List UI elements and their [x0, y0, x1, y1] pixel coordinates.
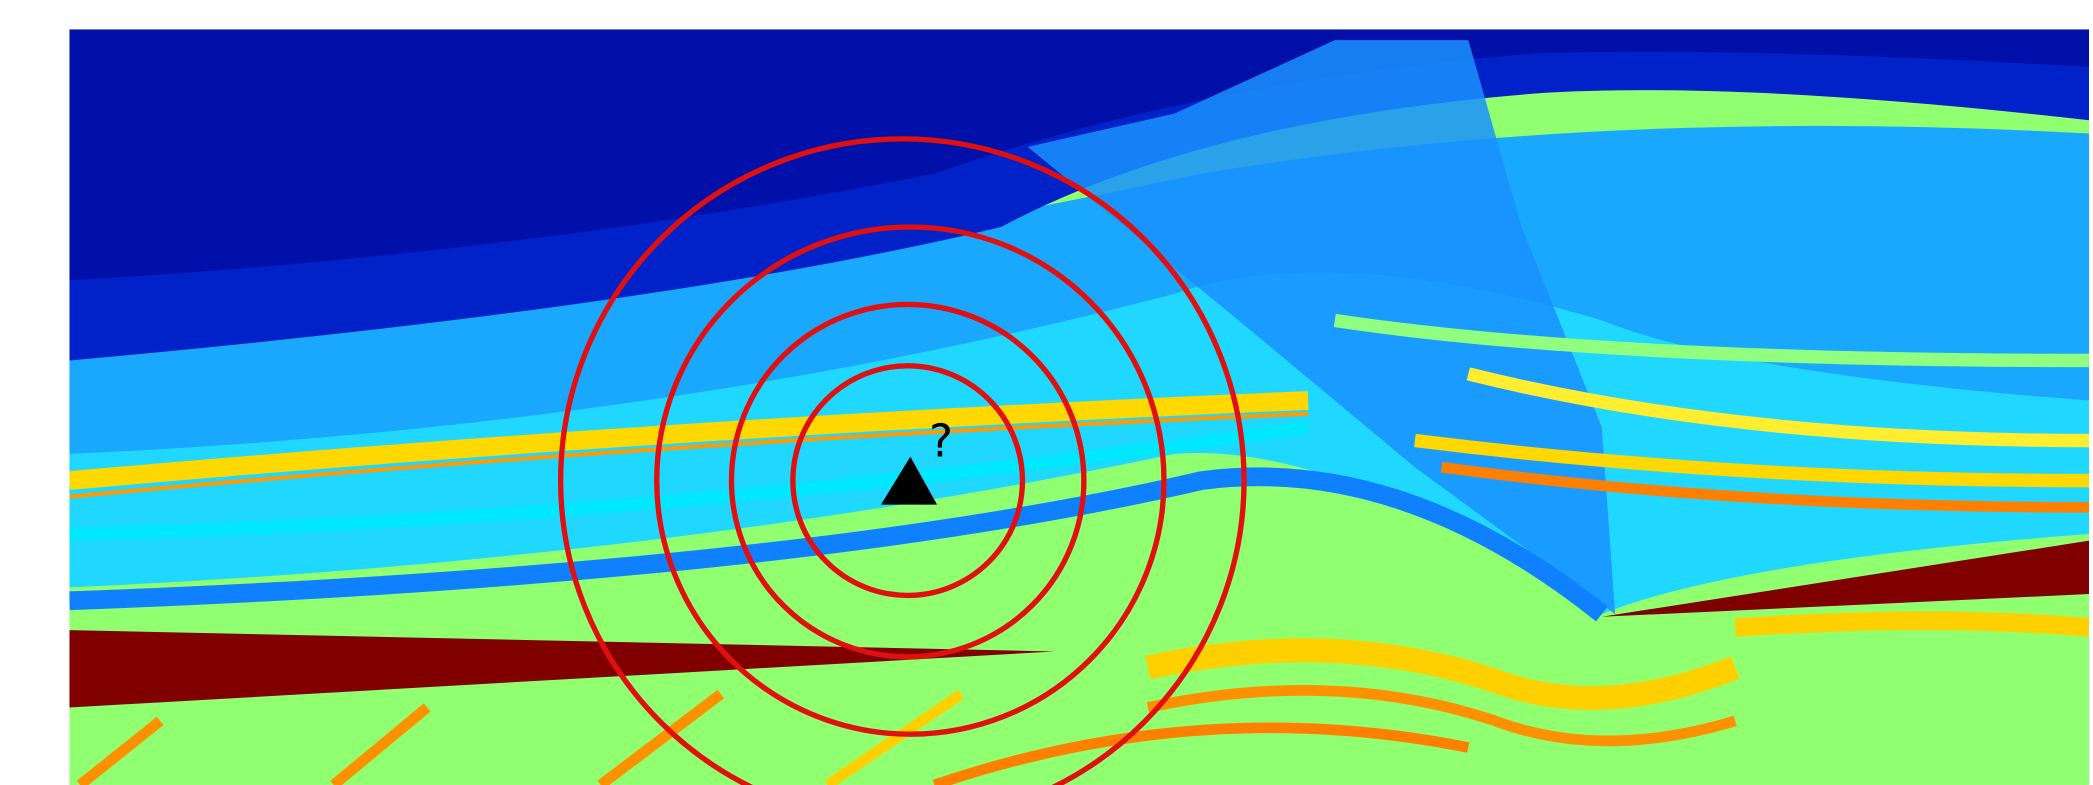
- annotation: ?: [929, 415, 953, 468]
- page: ? (() => { const data = JSON.parse(docum…: [0, 0, 2093, 785]
- figure: ?: [0, 0, 2093, 785]
